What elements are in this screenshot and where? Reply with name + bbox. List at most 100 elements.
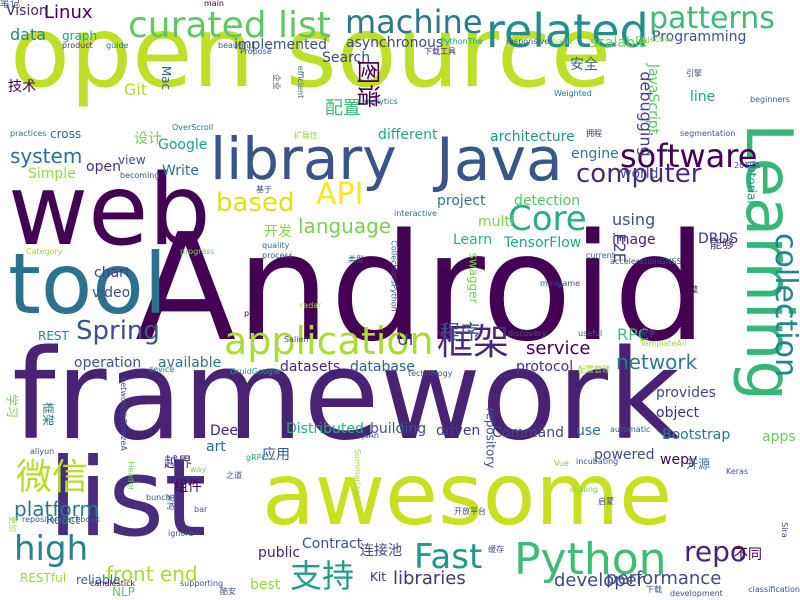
cloud-word: product xyxy=(62,41,93,50)
cloud-word: classification xyxy=(748,585,800,594)
cloud-word: UI xyxy=(397,330,414,349)
cloud-word: front end xyxy=(106,562,198,586)
cloud-word: system xyxy=(10,144,83,168)
cloud-word: responsive xyxy=(506,37,550,46)
cloud-word: repositoryFacebook xyxy=(22,515,101,524)
cloud-word: operation xyxy=(74,355,142,371)
cloud-word: ignore xyxy=(168,529,194,538)
cloud-word: art xyxy=(206,439,226,455)
cloud-word: asynchronous xyxy=(346,35,444,51)
cloud-word: Contract xyxy=(302,536,363,552)
cloud-word: 程序 xyxy=(440,320,480,344)
cloud-word: based xyxy=(216,188,295,218)
cloud-word: 拥程 xyxy=(586,129,602,138)
cloud-word: 架构 xyxy=(166,494,175,510)
cloud-word: 下载工具 xyxy=(424,47,456,56)
cloud-word: bar xyxy=(194,505,208,514)
cloud-word: Write xyxy=(162,163,199,179)
cloud-word: open xyxy=(86,159,121,175)
cloud-word: reliable xyxy=(76,573,121,587)
cloud-word: 微信 xyxy=(16,457,89,498)
cloud-word: video xyxy=(92,285,131,301)
cloud-word: 开放平台 xyxy=(454,507,486,516)
cloud-word: 支持 xyxy=(290,557,355,595)
cloud-word: 开源 xyxy=(686,457,711,471)
cloud-word: bunch xyxy=(146,493,171,502)
cloud-word: open source xyxy=(10,0,612,110)
cloud-word: TensorFlow xyxy=(504,235,582,251)
cloud-word: web xyxy=(8,154,211,268)
cloud-word: engine xyxy=(571,146,619,162)
cloud-word: analytics xyxy=(362,97,398,106)
cloud-word: DRDS xyxy=(698,231,739,247)
cloud-word: Vue xyxy=(554,459,569,468)
cloud-word: available xyxy=(158,355,222,371)
cloud-word: 连接池 xyxy=(360,543,402,559)
cloud-word: using xyxy=(612,210,656,229)
cloud-word: 应用 xyxy=(262,447,290,463)
cloud-word: datasets xyxy=(280,359,341,375)
cloud-word: Header xyxy=(126,461,136,491)
cloud-word: 完整 xyxy=(682,285,698,294)
cloud-word: image xyxy=(612,232,656,248)
cloud-word: machine xyxy=(345,3,483,41)
cloud-word: related xyxy=(486,4,649,58)
cloud-word: 设计 xyxy=(134,131,162,147)
cloud-word: interactive xyxy=(394,209,437,218)
cloud-word: aliyun xyxy=(30,447,55,456)
cloud-word: JavaScript xyxy=(645,63,662,135)
cloud-word: Propose xyxy=(240,47,272,56)
cloud-word: library xyxy=(210,125,397,193)
cloud-word: tool xyxy=(8,235,168,333)
cloud-word: 扩展性 xyxy=(294,131,318,140)
cloud-word: cross xyxy=(50,127,82,141)
cloud-word: driven xyxy=(436,423,481,439)
cloud-word: NLP xyxy=(112,585,135,599)
cloud-word: 安全 xyxy=(570,57,598,73)
cloud-word: accelerationGNSS xyxy=(610,257,682,266)
cloud-word: CollectionsPython xyxy=(389,240,399,312)
cloud-word: becoming xyxy=(120,171,160,180)
cloud-word: Sira xyxy=(779,522,789,538)
cloud-word: efficient xyxy=(296,65,306,99)
cloud-word: line xyxy=(690,89,716,105)
cloud-word: repository xyxy=(483,407,498,469)
cloud-word: Vision xyxy=(6,3,48,19)
cloud-word: Salien xyxy=(284,335,309,344)
cloud-word: device xyxy=(148,365,175,374)
cloud-word: segmentation xyxy=(680,129,736,138)
cloud-word: Java xyxy=(436,125,563,195)
cloud-word: Kit xyxy=(370,570,386,584)
cloud-word: REST xyxy=(38,329,69,343)
cloud-word: 基于 xyxy=(256,185,272,194)
cloud-word: public xyxy=(258,545,301,561)
cloud-word: view xyxy=(118,153,146,167)
cloud-word: object xyxy=(656,405,700,421)
cloud-word: 不同 xyxy=(734,547,762,563)
cloud-word: 能够 xyxy=(710,237,735,251)
cloud-word: Keras xyxy=(726,467,749,476)
cloud-word: repo xyxy=(684,535,748,568)
cloud-word: 笔记 xyxy=(0,0,20,10)
cloud-word: 越界 xyxy=(164,455,192,471)
cloud-word: apps xyxy=(762,429,796,445)
cloud-word: TemplateAll xyxy=(640,339,687,348)
cloud-word: 开发 xyxy=(264,224,292,240)
cloud-word: data xyxy=(10,25,47,44)
cloud-word: 学习 xyxy=(5,393,20,419)
cloud-word: scaling xyxy=(570,485,599,494)
cloud-word: useful xyxy=(578,329,603,338)
cloud-word: wepy xyxy=(660,452,698,468)
cloud-word: Deep xyxy=(210,423,247,439)
cloud-word: Linux xyxy=(44,2,93,23)
cloud-word: awesome xyxy=(262,445,673,545)
cloud-word: automatic xyxy=(610,425,651,434)
cloud-word: Programming xyxy=(652,29,747,45)
cloud-word: libraries xyxy=(393,568,466,589)
cloud-word: detection xyxy=(514,193,581,209)
cloud-word: way xyxy=(190,465,207,474)
cloud-word: networksb2blazeA xyxy=(118,377,128,451)
cloud-word: Simple xyxy=(28,166,76,182)
cloud-word: guide xyxy=(106,41,129,50)
cloud-word: 2018A xyxy=(734,161,760,170)
